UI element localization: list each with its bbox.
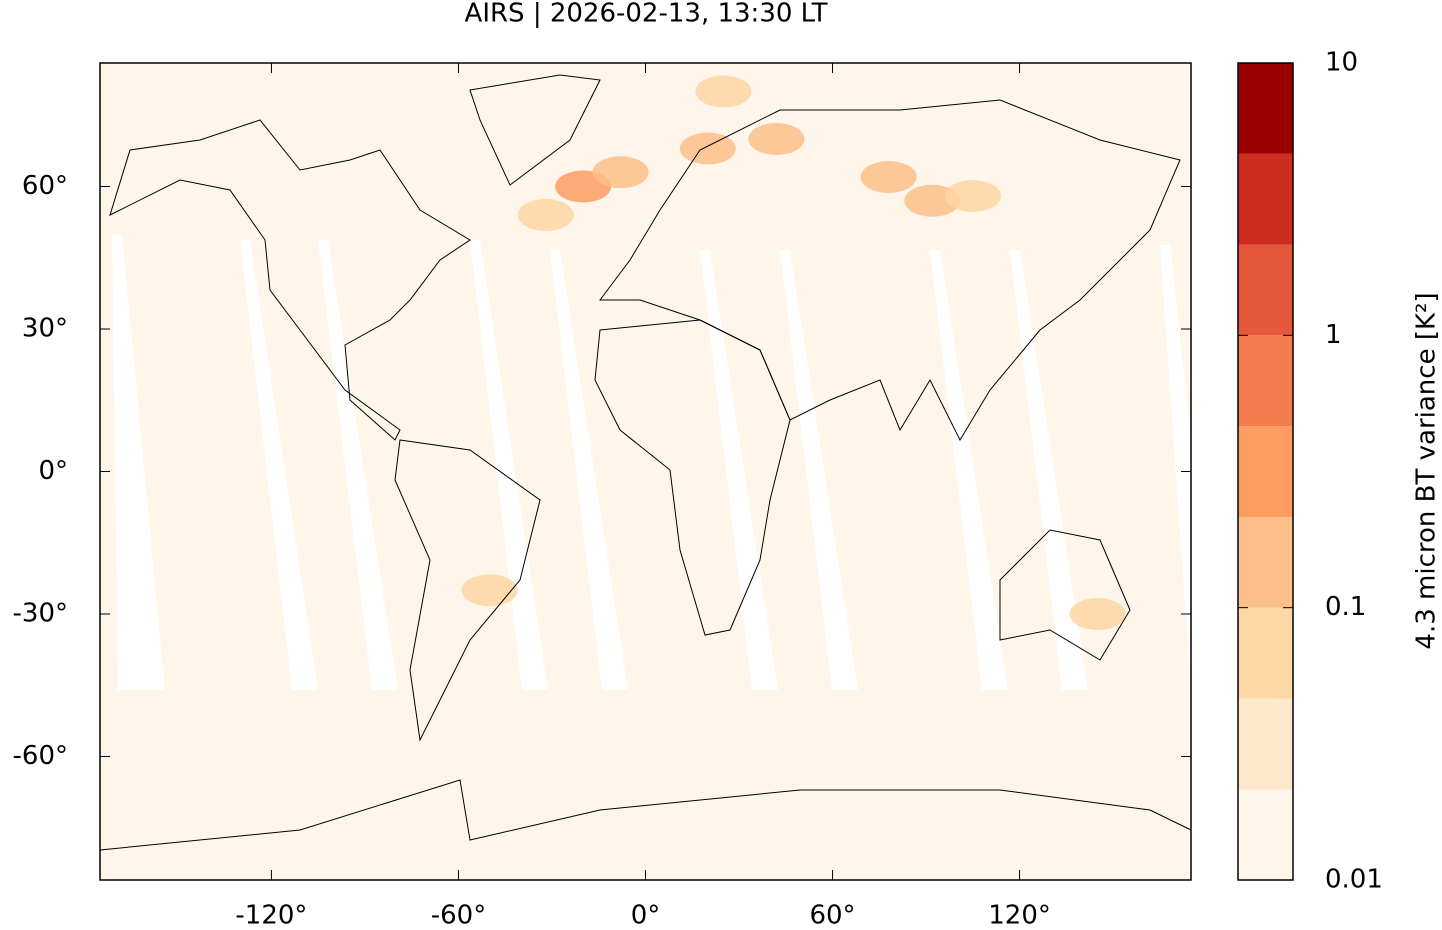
x-tick-label: -120°	[235, 901, 307, 930]
x-tick-label: 0°	[631, 901, 661, 930]
coastlines	[99, 74, 1192, 851]
colorbar-tick-label: 0.1	[1325, 592, 1366, 622]
colorbar-bin	[1238, 607, 1293, 699]
colorbar-bin	[1238, 698, 1293, 790]
variance-region	[592, 156, 649, 189]
chart-title: AIRS | 2026-02-13, 13:30 LT	[465, 0, 828, 29]
colorbar-tick-label: 1	[1325, 320, 1342, 350]
colorbar-bin	[1238, 244, 1293, 336]
colorbar-bin	[1238, 789, 1293, 880]
variance-region	[695, 75, 752, 108]
colorbar	[1238, 63, 1293, 880]
colorbar-bin	[1238, 335, 1293, 427]
variance-region	[1069, 598, 1126, 630]
swath-gaps	[112, 235, 1191, 690]
variance-region	[944, 180, 1001, 212]
colorbar-bin	[1238, 426, 1293, 518]
map-field	[100, 63, 1191, 880]
colorbar-tick-label: 0.01	[1325, 865, 1383, 895]
colorbar-bin	[1238, 153, 1293, 245]
variance-regions	[461, 75, 1126, 630]
y-tick-label: -30°	[13, 599, 68, 629]
y-tick-label: 30°	[22, 314, 68, 344]
variance-region	[679, 132, 736, 165]
x-tick-label: 120°	[988, 901, 1051, 930]
y-tick-label: 0°	[38, 456, 68, 486]
colorbar-bin	[1238, 63, 1293, 154]
colorbar-tick-label: 10	[1325, 48, 1358, 78]
colorbar-frame	[1237, 62, 1294, 881]
variance-region	[461, 574, 518, 607]
x-tick-label: -60°	[431, 901, 486, 930]
y-tick-label: -60°	[13, 741, 68, 771]
colorbar-bin	[1238, 517, 1293, 608]
variance-region	[860, 161, 917, 193]
variance-region	[517, 199, 574, 231]
x-tick-label: 60°	[809, 901, 855, 930]
y-tick-label: 60°	[22, 171, 68, 201]
variance-region	[748, 123, 805, 155]
colorbar-label: 4.3 micron BT variance [K²]	[1412, 292, 1442, 649]
